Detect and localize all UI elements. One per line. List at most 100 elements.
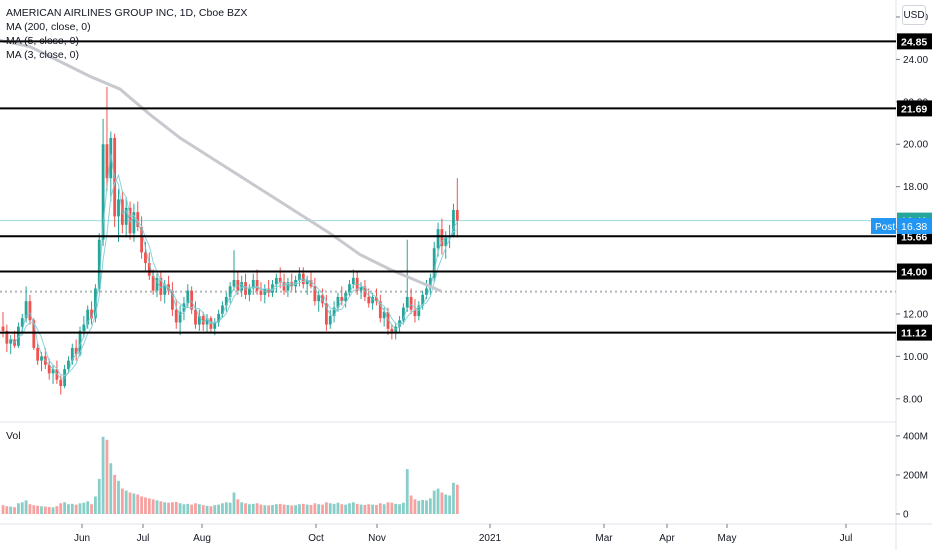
candle-body	[248, 288, 251, 295]
volume-bar	[128, 492, 132, 514]
volume-bar	[167, 502, 170, 514]
candle-body	[205, 318, 209, 325]
candle	[313, 277, 317, 306]
ma-200-line	[0, 38, 442, 293]
candle	[301, 267, 305, 289]
chart-legend: AMERICAN AIRLINES GROUP INC, 1D, Cboe BZ…	[6, 6, 247, 62]
candle-body	[5, 330, 9, 344]
candle	[402, 303, 405, 325]
volume-bar	[151, 499, 155, 514]
level-price-label: 11.12	[901, 328, 927, 340]
candle	[74, 339, 78, 361]
candle-body	[40, 356, 43, 361]
candle-body	[47, 364, 51, 374]
candle	[228, 282, 232, 304]
candle-body	[267, 288, 271, 293]
volume-bar	[140, 496, 143, 514]
volume-bar	[240, 502, 244, 514]
candle	[290, 273, 294, 291]
candle-body	[428, 277, 432, 289]
candle-body	[109, 137, 113, 179]
volume-bar	[70, 503, 74, 514]
volume-bar	[132, 493, 136, 514]
price-tick-label: 12.00	[903, 309, 928, 320]
candle	[328, 309, 332, 329]
volume-bar	[248, 504, 251, 514]
volume-bar	[174, 501, 178, 514]
candle-body	[452, 210, 455, 236]
candle-body	[147, 263, 151, 276]
volume-bar	[394, 503, 398, 514]
legend-ma-5[interactable]: MA (5, close, 0)	[6, 35, 79, 47]
volume-bar	[113, 474, 117, 514]
candle	[232, 250, 236, 291]
post-price-badge	[897, 218, 932, 235]
volume-bar	[40, 506, 43, 514]
candle-body	[286, 282, 290, 291]
candle	[286, 277, 290, 297]
candle-body	[186, 290, 190, 304]
candle-body	[70, 347, 74, 361]
candle	[332, 301, 336, 323]
candle-body	[74, 347, 78, 355]
volume-bar	[124, 490, 128, 514]
candle-body	[409, 296, 413, 310]
candle-body	[32, 320, 36, 348]
candle	[240, 275, 244, 297]
candle-body	[67, 360, 70, 370]
volume-bar	[97, 478, 101, 514]
volume-bar	[171, 502, 174, 514]
candle	[117, 188, 120, 242]
candle	[428, 273, 432, 295]
volume-bar	[82, 502, 86, 514]
time-tick-label: Nov	[368, 533, 386, 544]
volume-bar	[17, 503, 20, 514]
level-price-badge	[897, 263, 932, 280]
volume-bar	[278, 503, 282, 514]
volume-bar	[117, 480, 120, 514]
candle-body	[317, 294, 321, 302]
time-tick-label: May	[718, 533, 737, 544]
candle-body	[151, 275, 155, 291]
candle-body	[251, 280, 255, 289]
candle	[455, 178, 459, 238]
volume-bar	[205, 505, 209, 514]
volume-bar	[32, 505, 36, 514]
candle	[371, 292, 374, 310]
candle-body	[382, 311, 386, 319]
candle	[90, 301, 93, 325]
candle	[259, 282, 263, 302]
volume-bar	[336, 502, 340, 514]
candle	[105, 86, 109, 191]
candle-body	[375, 296, 378, 302]
candle-body	[405, 296, 409, 308]
candle-body	[332, 307, 336, 317]
volume-bar	[428, 498, 432, 514]
volume-bar	[182, 504, 186, 514]
time-tick-label: Aug	[193, 533, 211, 544]
currency-button[interactable]: USD	[902, 5, 926, 25]
legend-ma-3[interactable]: MA (3, close, 0)	[6, 49, 79, 61]
volume-bar	[313, 503, 317, 514]
volume-bar	[186, 503, 190, 514]
volume-bar	[348, 503, 351, 514]
candle	[298, 267, 301, 287]
candle	[124, 197, 128, 238]
candle	[251, 273, 255, 295]
volume-bar	[363, 505, 367, 514]
volume-bar	[317, 504, 321, 514]
volume-bar	[178, 503, 182, 514]
volume-bar	[351, 502, 355, 514]
candle-body	[144, 252, 147, 264]
candle	[194, 301, 197, 329]
volume-bar	[448, 495, 451, 514]
volume-bar	[425, 500, 428, 514]
volume-bar	[305, 504, 309, 514]
legend-ma-200[interactable]: MA (200, close, 0)	[6, 21, 91, 33]
volume-bar	[197, 504, 201, 514]
candle-body	[413, 309, 417, 317]
candle-body	[190, 290, 194, 310]
candle-body	[425, 288, 428, 295]
candle-body	[367, 296, 371, 304]
